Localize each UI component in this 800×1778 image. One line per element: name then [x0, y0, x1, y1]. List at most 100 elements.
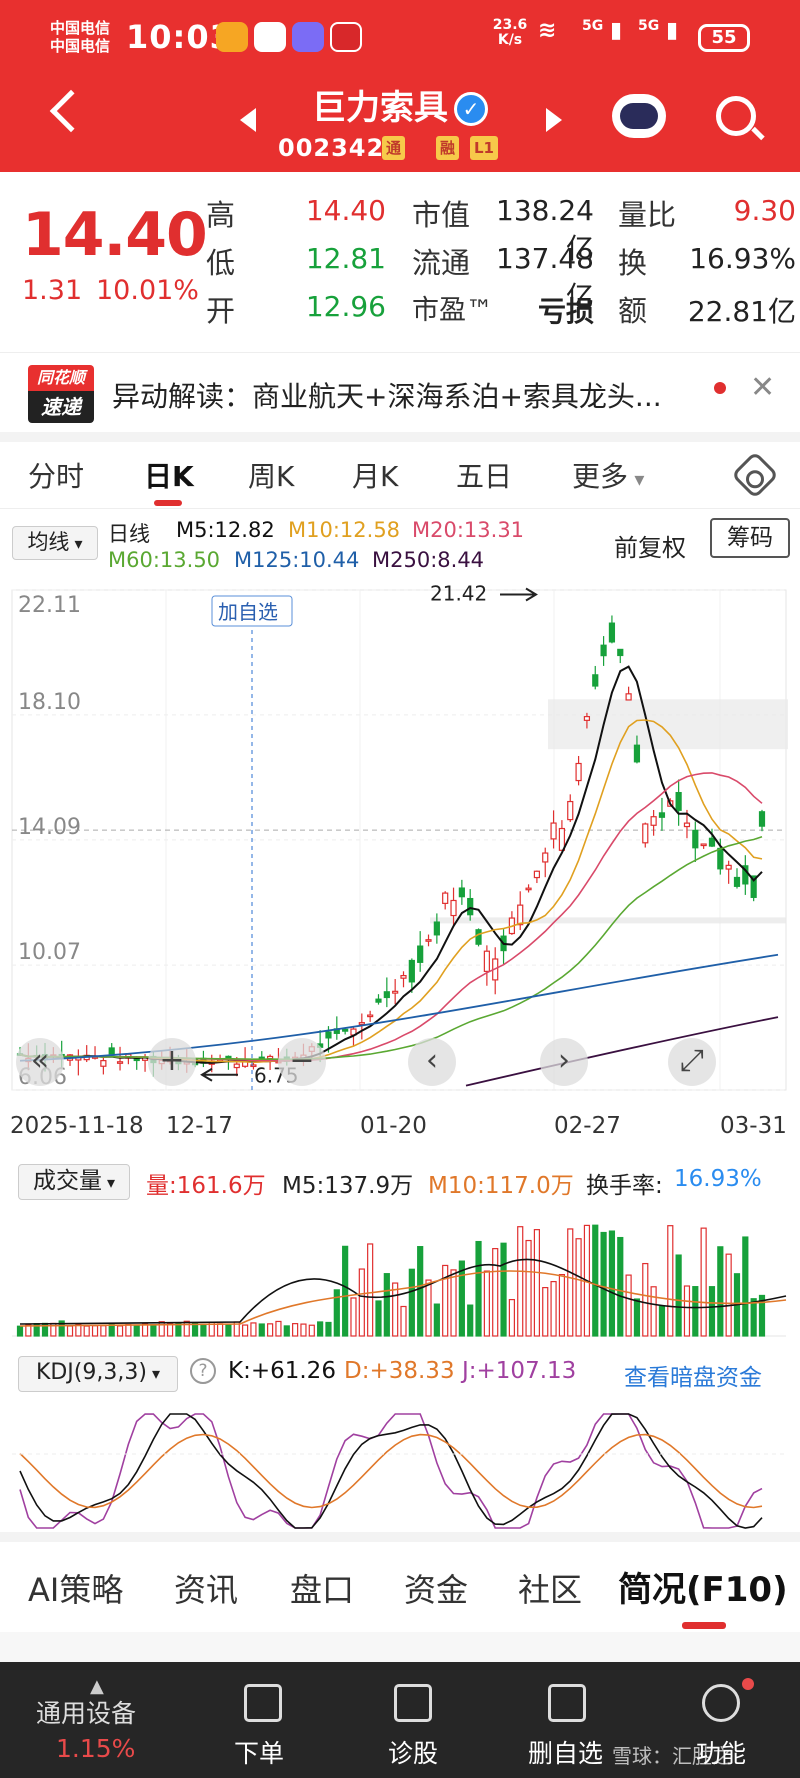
tab-f10[interactable]: 简况(F10) [618, 1570, 788, 1610]
tab-daily-k[interactable]: 日K [144, 460, 194, 493]
volume-bar [216, 1323, 224, 1337]
order-button[interactable]: 下单 [234, 1739, 285, 1768]
ma-line [19, 772, 763, 1062]
price-change-pct: 10.01% [96, 275, 199, 306]
news-text[interactable]: 异动解读：商业航天+深海系泊+索具龙头... [112, 380, 662, 413]
kdj-select[interactable]: KDJ(9,3,3) ▾ [18, 1356, 178, 1392]
volume-bar [141, 1323, 149, 1337]
tab-five-day[interactable]: 五日 [456, 460, 513, 493]
sector-change: 1.15% [56, 1734, 136, 1763]
chart-grid [11, 589, 788, 1091]
candle [567, 800, 574, 821]
volume-bar [650, 1286, 657, 1337]
tab-orderbook[interactable]: 盘口 [290, 1571, 355, 1609]
order-icon[interactable] [244, 1684, 282, 1722]
volume-bar [275, 1320, 282, 1337]
tab-weekly-k[interactable]: 周K [248, 460, 295, 493]
zoom-out-icon[interactable]: − [278, 1038, 326, 1086]
next-icon[interactable]: › [540, 1038, 588, 1086]
music-app-icon [292, 22, 324, 52]
volume-bar [183, 1320, 190, 1337]
chips-button[interactable]: 筹码 [710, 518, 790, 558]
assistant-robot-icon[interactable] [612, 94, 666, 138]
chevron-up-icon[interactable]: ▲ [90, 1676, 104, 1697]
tab-more[interactable]: 更多 ▾ [572, 455, 644, 495]
volume-bar [100, 1325, 107, 1337]
volume-bar [758, 1294, 766, 1337]
scroll-left-icon[interactable]: « [16, 1038, 64, 1086]
date-label: 03-31 [720, 1113, 787, 1139]
prev-stock-icon[interactable] [240, 108, 256, 132]
next-stock-icon[interactable] [546, 108, 562, 132]
diagnose-button[interactable]: 诊股 [388, 1739, 439, 1768]
settings-icon[interactable] [730, 450, 780, 500]
label-float: 流通 [412, 246, 471, 280]
volume-bar [717, 1246, 724, 1337]
remove-watch-button[interactable]: 删自选 [528, 1739, 604, 1768]
fullscreen-icon[interactable]: ⤢ [668, 1038, 716, 1086]
value-high: 14.40 [305, 194, 386, 227]
volume-bar [250, 1322, 257, 1337]
volume-bar [242, 1324, 249, 1337]
tab-community[interactable]: 社区 [518, 1571, 583, 1609]
candle [750, 875, 757, 898]
candle [642, 823, 649, 844]
diagnose-icon[interactable] [394, 1684, 432, 1722]
volume-bar [483, 1270, 490, 1337]
value-low: 12.81 [305, 242, 386, 275]
value-open: 12.96 [305, 290, 386, 323]
ma5-value: M5:12.82 [176, 518, 275, 542]
news-banner[interactable]: 同花顺 速递 异动解读：商业航天+深海系泊+索具龙头... [0, 352, 800, 432]
candle [367, 1014, 374, 1018]
value-mcap: 138.24亿 [496, 194, 594, 265]
tag-rong: 融 [436, 136, 460, 160]
function-button[interactable]: 功能 [696, 1739, 747, 1768]
zoom-in-icon[interactable]: + [148, 1038, 196, 1086]
candle [425, 939, 432, 942]
candle [592, 674, 599, 687]
volume-bar [16, 1325, 24, 1337]
tab-ai-strategy[interactable]: AI策略 [28, 1571, 124, 1609]
tab-news[interactable]: 资讯 [174, 1571, 239, 1609]
ma125-line [19, 953, 779, 1062]
prev-icon[interactable]: ‹ [408, 1038, 456, 1086]
candle [733, 876, 741, 887]
unread-dot-icon [714, 382, 726, 394]
arrow-right-icon [500, 587, 538, 602]
volume-bar [467, 1304, 474, 1337]
candle [458, 887, 465, 898]
close-icon[interactable]: ✕ [750, 370, 776, 405]
candle [467, 897, 474, 916]
adjust-mode[interactable]: 前复权 [614, 534, 686, 562]
heart-app-icon [216, 22, 248, 52]
tab-funds[interactable]: 资金 [404, 1571, 469, 1609]
volume-select[interactable]: 成交量 ▾ [18, 1164, 130, 1200]
period-label: 日线 [108, 522, 150, 546]
add-watch-box [211, 595, 293, 627]
ma20-value: M20:13.31 [412, 518, 525, 542]
volume-bar [658, 1305, 666, 1337]
candle [325, 1031, 332, 1039]
candle [575, 762, 582, 782]
help-icon[interactable]: ? [190, 1358, 216, 1384]
candle [625, 693, 632, 701]
volume-bar [133, 1325, 140, 1337]
dark-pool-link[interactable]: 查看暗盘资金 [624, 1365, 762, 1391]
sector-name[interactable]: 通用设备 [36, 1699, 137, 1728]
stock-code: 002342 [278, 134, 385, 162]
candle [108, 1047, 115, 1055]
indicator-select[interactable]: 均线 ▾ [12, 526, 98, 560]
tab-monthly-k[interactable]: 月K [352, 460, 399, 493]
watermark: 雪球：汇胜之 [612, 1744, 732, 1768]
candle [675, 791, 682, 811]
tab-intraday[interactable]: 分时 [28, 460, 85, 493]
volume-bar [66, 1325, 74, 1337]
volume-bar [325, 1321, 332, 1337]
video-app-icon [330, 22, 362, 52]
remove-watch-icon[interactable] [548, 1684, 586, 1722]
search-icon[interactable] [716, 96, 756, 136]
volume-bar [392, 1282, 399, 1337]
function-icon[interactable] [702, 1684, 740, 1722]
kdj-line [19, 1413, 763, 1529]
